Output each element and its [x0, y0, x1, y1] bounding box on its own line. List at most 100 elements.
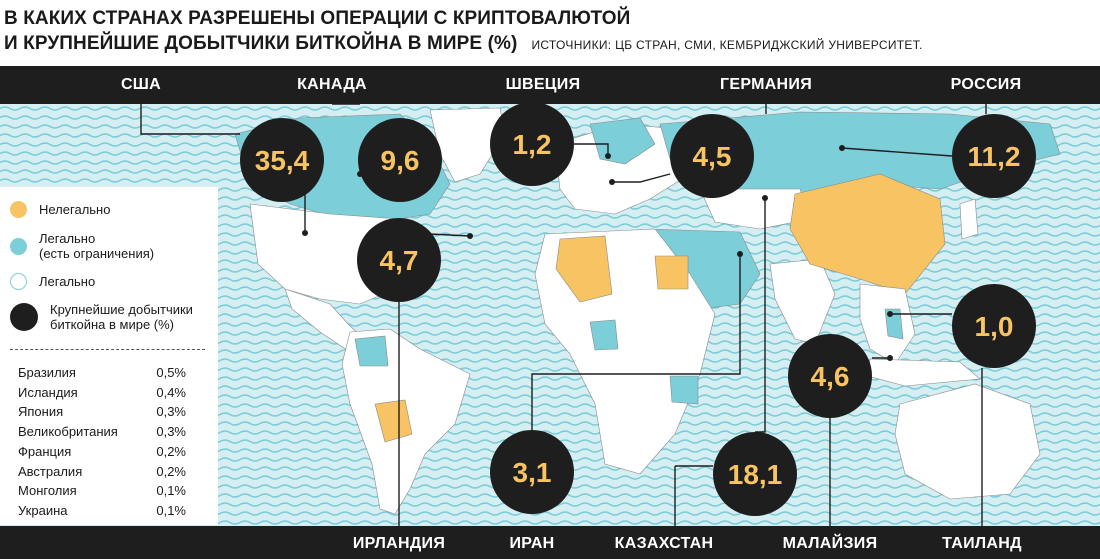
japan: [959, 198, 979, 240]
leader-line: [755, 198, 766, 433]
restricted-swatch: [10, 237, 27, 255]
legend-restricted-label: Легально (есть ограничения): [39, 231, 154, 261]
legend-divider: [10, 349, 205, 350]
miner-share-label: 1,0: [975, 311, 1014, 342]
location-dot: [887, 311, 893, 317]
bottom-country-bar: ИРЛАНДИЯ ИРАН КАЗАХСТАН МАЛАЙЗИЯ ТАИЛАНД: [0, 526, 1100, 559]
miner-circle: [490, 104, 574, 186]
miner-swatch: [10, 303, 38, 331]
label-usa: США: [120, 76, 162, 93]
label-iran: ИРАН: [509, 535, 555, 552]
location-dot: [839, 145, 845, 151]
miner-share-label: 4,5: [693, 141, 732, 172]
other-miner-row: Австралия 0,2%: [18, 464, 186, 479]
other-miner-row: Украина 0,1%: [18, 503, 186, 518]
leader-lines: [140, 104, 987, 526]
other-miner-row: Бразилия 0,5%: [18, 365, 186, 380]
legend-legal: Легально: [10, 273, 95, 290]
world-map: 35,4 9,6 1,2 4,5 11,2 4,7 3,1 18,1 4,6 1,0: [0, 104, 1100, 526]
other-miner-country: Япония: [18, 404, 64, 420]
legend-miners-line2: биткойна в мире (%): [50, 317, 175, 332]
miner-circle: [670, 114, 754, 198]
leader-line: [429, 233, 471, 237]
top-country-bar: США КАНАДА ШВЕЦИЯ ГЕРМАНИЯ РОССИЯ: [0, 66, 1100, 104]
other-miner-share: 0,3%: [156, 424, 186, 440]
location-dot: [762, 195, 768, 201]
other-miner-share: 0,1%: [156, 502, 186, 518]
miner-share-label: 1,2: [513, 129, 552, 160]
kazakhstan: [699, 188, 811, 230]
miner-circle: [358, 118, 442, 202]
title-block: В КАКИХ СТРАНАХ РАЗРЕШЕНЫ ОПЕРАЦИИ С КРИ…: [4, 6, 923, 58]
legend-legal-label: Легально: [39, 274, 96, 289]
other-miner-country: Бразилия: [18, 365, 76, 380]
other-miner-share: 0,4%: [156, 384, 186, 400]
other-miner-share: 0,2%: [156, 463, 186, 479]
miner-circle: [952, 114, 1036, 198]
miner-circle: [788, 334, 872, 418]
location-dot: [737, 251, 743, 257]
miner-share-label: 4,6: [811, 361, 850, 392]
legend-restricted-line1: Легально: [39, 231, 96, 246]
continents: [234, 107, 1061, 515]
label-canada: КАНАДА: [297, 76, 367, 93]
miner-circle: [357, 218, 441, 302]
legend-restricted: Легально (есть ограничения): [10, 231, 154, 261]
other-miner-country: Монголия: [18, 483, 77, 499]
miner-circle: [490, 430, 574, 514]
other-miner-row: Исландия 0,4%: [18, 385, 186, 400]
legend-miners-line1: Крупнейшие добытчики: [50, 302, 193, 317]
bolivia: [374, 399, 413, 443]
legend-miners: Крупнейшие добытчики биткойна в мире (%): [10, 302, 193, 332]
label-malaysia: МАЛАЙЗИЯ: [782, 535, 878, 552]
legend-illegal: Нелегально: [10, 201, 110, 218]
other-miner-row: Франция 0,2%: [18, 444, 186, 459]
other-miner-country: Великобритания: [18, 424, 118, 440]
nigeria: [589, 319, 619, 351]
miner-share-label: 35,4: [255, 145, 310, 176]
title-line-1: В КАКИХ СТРАНАХ РАЗРЕШЕНЫ ОПЕРАЦИИ С КРИ…: [4, 8, 631, 29]
label-thailand: ТАИЛАНД: [942, 535, 1022, 552]
other-miner-country: Исландия: [18, 384, 78, 400]
legend-restricted-line2: (есть ограничения): [39, 246, 155, 261]
miner-share-label: 11,2: [968, 141, 1021, 172]
miner-circle: [952, 284, 1036, 368]
location-dot: [467, 233, 473, 239]
location-dot: [605, 153, 611, 159]
miner-share-label: 3,1: [513, 457, 552, 488]
label-kazakhstan: КАЗАХСТАН: [614, 535, 714, 552]
location-dot: [609, 179, 615, 185]
leader-line: [841, 147, 953, 157]
other-miner-share: 0,5%: [156, 365, 186, 380]
other-miner-share: 0,3%: [156, 404, 186, 420]
legend: Нелегально Легально (есть ограничения) Ле…: [0, 187, 218, 525]
other-miner-country: Франция: [18, 443, 72, 459]
other-miner-row: Великобритания 0,3%: [18, 424, 186, 439]
algeria: [555, 235, 613, 303]
other-miner-row: Монголия 0,1%: [18, 483, 186, 498]
label-germany: ГЕРМАНИЯ: [719, 76, 813, 93]
legend-illegal-label: Нелегально: [39, 202, 111, 217]
other-miner-country: Украина: [18, 502, 68, 518]
location-dot: [887, 355, 893, 361]
legend-miners-label: Крупнейшие добытчики биткойна в мире (%): [50, 302, 193, 332]
leader-line: [612, 173, 671, 183]
tanzania: [669, 375, 699, 405]
leader-line: [140, 104, 240, 135]
illegal-swatch: [10, 201, 27, 218]
miner-share-label: 4,7: [380, 245, 419, 276]
miner-share-label: 9,6: [381, 145, 420, 176]
other-miner-country: Австралия: [18, 463, 83, 479]
scandinavia: [589, 117, 656, 165]
label-sweden: ШВЕЦИЯ: [505, 76, 581, 93]
leader-line: [531, 254, 741, 430]
source-note: ИСТОЧНИКИ: ЦБ СТРАН, СМИ, КЕМБРИДЖСКИЙ У…: [531, 38, 923, 52]
location-dot: [302, 230, 308, 236]
egypt: [654, 255, 689, 290]
label-russia: РОССИЯ: [950, 76, 1022, 93]
title-line-2-text: И КРУПНЕЙШИЕ ДОБЫТЧИКИ БИТКОЙНА В МИРЕ (…: [4, 33, 518, 54]
legal-swatch: [10, 273, 27, 290]
australia: [894, 383, 1041, 500]
miner-circle: [240, 118, 324, 202]
miner-share-label: 18,1: [728, 459, 783, 490]
